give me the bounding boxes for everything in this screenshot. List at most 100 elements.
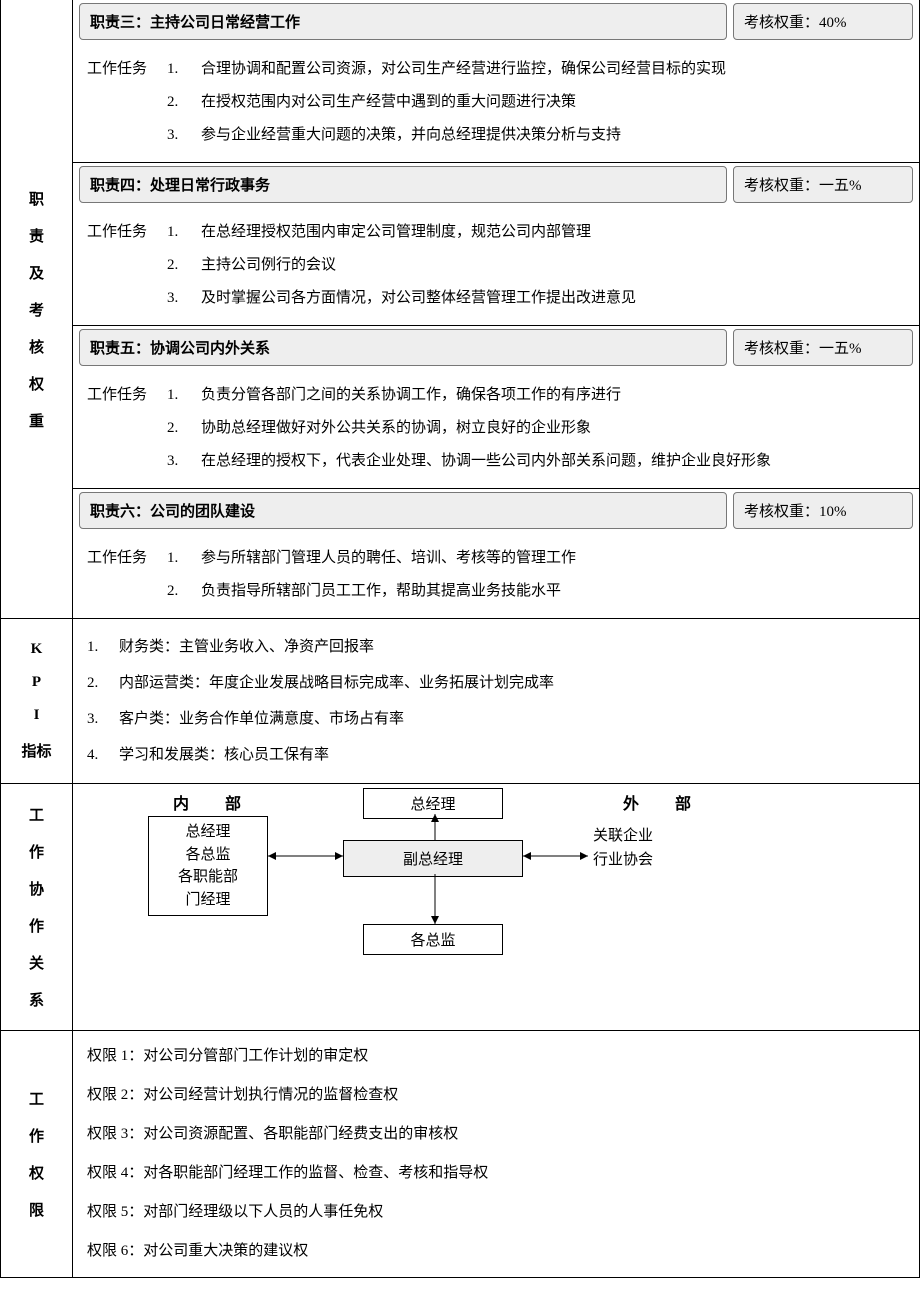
kpi-number: 3. — [87, 701, 119, 737]
task-item: 2.主持公司例行的会议 — [167, 249, 913, 282]
perm-item: 权限 5：对部门经理级以下人员的人事任免权 — [87, 1193, 913, 1232]
kpi-number: 1. — [87, 629, 119, 665]
task-text: 负责分管各部门之间的关系协调工作，确保各项工作的有序进行 — [201, 379, 621, 412]
task-item: 3.参与企业经营重大问题的决策，并向总经理提供决策分析与支持 — [167, 119, 913, 152]
kpi-item: 3.客户类：业务合作单位满意度、市场占有率 — [87, 701, 913, 737]
side-char: 协 — [29, 878, 44, 899]
side-char: 作 — [29, 1125, 44, 1146]
perm-item: 权限 6：对公司重大决策的建议权 — [87, 1232, 913, 1271]
arrow-top — [428, 814, 442, 840]
kpi-list: 1.财务类：主管业务收入、净资产回报率2.内部运营类：年度企业发展战略目标完成率… — [73, 619, 919, 783]
kpi-item: 4.学习和发展类：核心员工保有率 — [87, 737, 913, 773]
task-text: 协助总经理做好对外公共关系的协调，树立良好的企业形象 — [201, 412, 591, 445]
kpi-text: 学习和发展类：核心员工保有率 — [119, 737, 329, 773]
task-item: 1.在总经理授权范围内审定公司管理制度，规范公司内部管理 — [167, 216, 913, 249]
external-label: 外 部 — [623, 790, 701, 814]
coop-row: 工 作 协 作 关 系 内 部 外 部 总经理 各总监 各职能部 门经理 关联企… — [1, 783, 919, 1030]
duty-weight: 考核权重：一五% — [733, 166, 913, 203]
coop-sidelabel: 工 作 协 作 关 系 — [1, 784, 73, 1030]
task-number: 2. — [167, 86, 201, 119]
kpi-item: 1.财务类：主管业务收入、净资产回报率 — [87, 629, 913, 665]
duty-header: 职责四：处理日常行政事务考核权重：一五% — [73, 162, 919, 206]
duty-title: 职责三：主持公司日常经营工作 — [79, 3, 727, 40]
duty-tasks: 工作任务1.参与所辖部门管理人员的聘任、培训、考核等的管理工作2.负责指导所辖部… — [73, 532, 919, 618]
arrow-bottom — [428, 874, 442, 924]
task-number: 2. — [167, 412, 201, 445]
kpi-number: 4. — [87, 737, 119, 773]
kpi-item: 2.内部运营类：年度企业发展战略目标完成率、业务拓展计划完成率 — [87, 665, 913, 701]
side-char: 及 — [29, 262, 44, 283]
duty-header: 职责六：公司的团队建设考核权重：10% — [73, 488, 919, 532]
side-char: 关 — [29, 952, 44, 973]
task-item: 1.合理协调和配置公司资源，对公司生产经营进行监控，确保公司经营目标的实现 — [167, 53, 913, 86]
task-label: 工作任务 — [87, 216, 167, 249]
job-spec-table: 职 责 及 考 核 权 重 职责三：主持公司日常经营工作考核权重：40% 工作任务… — [0, 0, 920, 1278]
side-char: 权 — [29, 1162, 44, 1183]
task-number: 1. — [167, 216, 201, 249]
perm-item: 权限 4：对各职能部门经理工作的监督、检查、考核和指导权 — [87, 1154, 913, 1193]
side-char: 重 — [29, 410, 44, 431]
duty-weight: 考核权重：一五% — [733, 329, 913, 366]
duty-title: 职责六：公司的团队建设 — [79, 492, 727, 529]
arrow-left — [268, 846, 343, 866]
task-item: 1.负责分管各部门之间的关系协调工作，确保各项工作的有序进行 — [167, 379, 913, 412]
kpi-text: 内部运营类：年度企业发展战略目标完成率、业务拓展计划完成率 — [119, 665, 554, 701]
task-list: 1.合理协调和配置公司资源，对公司生产经营进行监控，确保公司经营目标的实现2.在… — [167, 53, 913, 152]
side-char: 作 — [29, 915, 44, 936]
task-text: 参与所辖部门管理人员的聘任、培训、考核等的管理工作 — [201, 542, 576, 575]
task-text: 在总经理授权范围内审定公司管理制度，规范公司内部管理 — [201, 216, 591, 249]
center-box: 副总经理 — [343, 840, 523, 877]
arrow-right — [523, 846, 588, 866]
side-char: 作 — [29, 841, 44, 862]
side-char: 责 — [29, 225, 44, 246]
task-item: 2.协助总经理做好对外公共关系的协调，树立良好的企业形象 — [167, 412, 913, 445]
kpi-text: 财务类：主管业务收入、净资产回报率 — [119, 629, 374, 665]
task-item: 3.在总经理的授权下，代表企业处理、协调一些公司内外部关系问题，维护企业良好形象 — [167, 445, 913, 478]
task-text: 及时掌握公司各方面情况，对公司整体经营管理工作提出改进意见 — [201, 282, 636, 315]
duty-tasks: 工作任务1.在总经理授权范围内审定公司管理制度，规范公司内部管理2.主持公司例行… — [73, 206, 919, 325]
side-char: 权 — [29, 373, 44, 394]
side-char: 考 — [29, 299, 44, 320]
task-text: 合理协调和配置公司资源，对公司生产经营进行监控，确保公司经营目标的实现 — [201, 53, 726, 86]
task-text: 负责指导所辖部门员工工作，帮助其提高业务技能水平 — [201, 575, 561, 608]
duties-content: 职责三：主持公司日常经营工作考核权重：40%工作任务1.合理协调和配置公司资源，… — [73, 0, 919, 618]
task-item: 2.在授权范围内对公司生产经营中遇到的重大问题进行决策 — [167, 86, 913, 119]
task-item: 1.参与所辖部门管理人员的聘任、培训、考核等的管理工作 — [167, 542, 913, 575]
task-list: 1.负责分管各部门之间的关系协调工作，确保各项工作的有序进行2.协助总经理做好对… — [167, 379, 913, 478]
coop-diagram: 内 部 外 部 总经理 各总监 各职能部 门经理 关联企业 行业协会 总经理 副… — [73, 784, 919, 984]
side-char: K — [31, 641, 43, 658]
task-number: 1. — [167, 542, 201, 575]
side-char: I — [34, 707, 40, 724]
perm-item: 权限 3：对公司资源配置、各职能部门经费支出的审核权 — [87, 1115, 913, 1154]
perm-row: 工 作 权 限 权限 1：对公司分管部门工作计划的审定权权限 2：对公司经营计划… — [1, 1030, 919, 1277]
duties-sidelabel: 职 责 及 考 核 权 重 — [1, 0, 73, 618]
duty-weight: 考核权重：40% — [733, 3, 913, 40]
duty-weight: 考核权重：10% — [733, 492, 913, 529]
side-char: 工 — [29, 804, 44, 825]
internal-label: 内 部 — [173, 790, 251, 814]
task-label: 工作任务 — [87, 379, 167, 412]
task-number: 1. — [167, 53, 201, 86]
bottom-box: 各总监 — [363, 924, 503, 955]
duty-header: 职责三：主持公司日常经营工作考核权重：40% — [73, 0, 919, 43]
perm-list: 权限 1：对公司分管部门工作计划的审定权权限 2：对公司经营计划执行情况的监督检… — [73, 1031, 919, 1277]
perm-content: 权限 1：对公司分管部门工作计划的审定权权限 2：对公司经营计划执行情况的监督检… — [73, 1031, 919, 1277]
perm-item: 权限 1：对公司分管部门工作计划的审定权 — [87, 1037, 913, 1076]
kpi-text: 客户类：业务合作单位满意度、市场占有率 — [119, 701, 404, 737]
kpi-content: 1.财务类：主管业务收入、净资产回报率2.内部运营类：年度企业发展战略目标完成率… — [73, 619, 919, 783]
task-item: 2.负责指导所辖部门员工工作，帮助其提高业务技能水平 — [167, 575, 913, 608]
duty-title: 职责五：协调公司内外关系 — [79, 329, 727, 366]
kpi-number: 2. — [87, 665, 119, 701]
task-number: 1. — [167, 379, 201, 412]
kpi-sidelabel: K P I 指标 — [1, 619, 73, 783]
task-number: 2. — [167, 575, 201, 608]
side-char: 核 — [29, 336, 44, 357]
task-list: 1.参与所辖部门管理人员的聘任、培训、考核等的管理工作2.负责指导所辖部门员工工… — [167, 542, 913, 608]
side-char: P — [32, 674, 41, 691]
task-text: 主持公司例行的会议 — [201, 249, 336, 282]
task-list: 1.在总经理授权范围内审定公司管理制度，规范公司内部管理2.主持公司例行的会议3… — [167, 216, 913, 315]
side-char: 系 — [29, 989, 44, 1010]
perm-sidelabel: 工 作 权 限 — [1, 1031, 73, 1277]
task-item: 3.及时掌握公司各方面情况，对公司整体经营管理工作提出改进意见 — [167, 282, 913, 315]
side-char: 限 — [29, 1199, 44, 1220]
